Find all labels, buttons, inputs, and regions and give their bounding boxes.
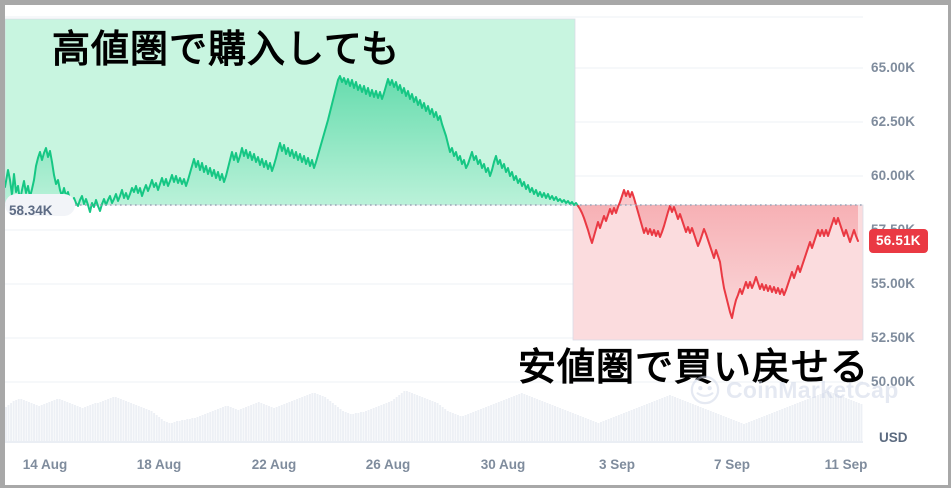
reference-price-label: 58.34K xyxy=(9,203,53,218)
x-axis-tick-0: 14 Aug xyxy=(22,457,68,472)
coinmarketcap-watermark: CoinMarketCap xyxy=(690,375,899,405)
window-border-left xyxy=(0,0,5,488)
top-annotation-text: 高値圏で購入しても xyxy=(52,26,400,71)
currency-label: USD xyxy=(879,430,908,445)
watermark-text: CoinMarketCap xyxy=(726,376,899,403)
x-axis-tick-4: 30 Aug xyxy=(480,457,526,472)
x-axis-tick-1: 18 Aug xyxy=(136,457,182,472)
window-border-bottom xyxy=(0,485,951,488)
y-axis-tick-2: 60.00K xyxy=(871,168,916,183)
bottom-annotation-text: 安値圏で買い戻せる xyxy=(518,344,870,389)
y-axis-tick-6: 50.00K xyxy=(871,374,916,389)
coinmarketcap-logo-icon xyxy=(690,375,720,405)
reference-price-pill xyxy=(5,194,75,216)
y-axis-tick-5: 52.50K xyxy=(871,330,916,345)
x-axis-tick-7: 11 Sep xyxy=(824,457,868,472)
price-chart[interactable]: 65.00K62.50K60.00K57.50K55.00K52.50K50.0… xyxy=(5,5,948,485)
window-border-top xyxy=(0,0,951,5)
x-axis-tick-3: 26 Aug xyxy=(365,457,411,472)
y-axis-tick-4: 55.00K xyxy=(871,276,916,291)
window-border-right xyxy=(948,0,951,488)
x-axis-tick-5: 3 Sep xyxy=(598,457,636,472)
y-axis-tick-0: 65.00K xyxy=(871,60,916,75)
x-axis-tick-6: 7 Sep xyxy=(713,457,751,472)
y-axis-tick-1: 62.50K xyxy=(871,114,916,129)
current-price-badge: 56.51K xyxy=(869,229,928,253)
chart-canvas xyxy=(5,16,864,443)
x-axis-tick-2: 22 Aug xyxy=(251,457,297,472)
